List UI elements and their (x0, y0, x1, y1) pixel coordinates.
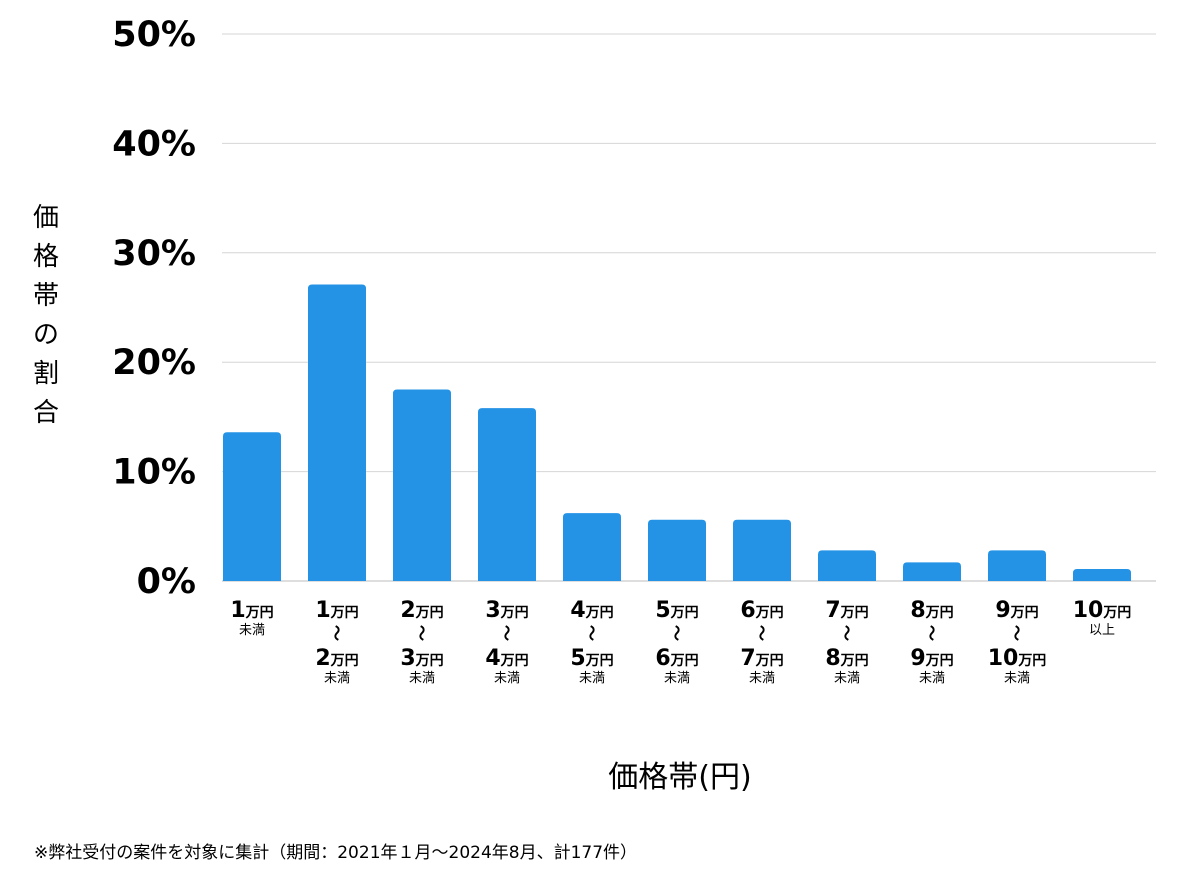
y-axis-label: 価格帯の割合 (33, 203, 59, 428)
category-note: 未満 (749, 671, 775, 686)
bar (308, 284, 366, 581)
category-price: 8万円 (910, 598, 953, 623)
y-tick-label: 40% (112, 124, 196, 164)
bar (818, 550, 876, 581)
x-axis-label: 価格帯(円) (608, 760, 751, 795)
category-price: 9万円 (910, 646, 953, 671)
category-price: 6万円 (655, 646, 698, 671)
bar (478, 408, 536, 581)
bar (563, 513, 621, 581)
category-price: 10万円 (1073, 598, 1132, 623)
category-note: 未満 (664, 671, 690, 686)
category-price: 1万円 (315, 598, 358, 623)
footnote: ※弊社受付の案件を対象に集計（期間：2021年１月〜2024年8月、計177件） (34, 843, 638, 863)
category-range-tilde: 〜 (412, 625, 431, 641)
category-price: 5万円 (570, 646, 613, 671)
category-price: 3万円 (485, 598, 528, 623)
category-note: 未満 (324, 671, 350, 686)
y-tick-label: 50% (112, 15, 196, 55)
category-note: 以上 (1089, 623, 1115, 638)
bar (393, 389, 451, 581)
category-price: 4万円 (485, 646, 528, 671)
category-price: 6万円 (740, 598, 783, 623)
category-price: 7万円 (825, 598, 868, 623)
category-range-tilde: 〜 (1007, 625, 1026, 641)
bar (903, 562, 961, 581)
category-price: 2万円 (400, 598, 443, 623)
bars (223, 284, 1131, 581)
category-note: 未満 (1004, 671, 1030, 686)
category-price: 10万円 (988, 646, 1047, 671)
x-category-labels: 1万円未満1万円〜2万円未満2万円〜3万円未満3万円〜4万円未満4万円〜5万円未… (230, 598, 1131, 686)
y-tick-label: 0% (137, 562, 196, 602)
category-note: 未満 (239, 623, 265, 638)
category-range-tilde: 〜 (922, 625, 941, 641)
category-price: 7万円 (740, 646, 783, 671)
category-price: 8万円 (825, 646, 868, 671)
category-price: 9万円 (995, 598, 1038, 623)
category-range-tilde: 〜 (837, 625, 856, 641)
category-range-tilde: 〜 (497, 625, 516, 641)
category-price: 3万円 (400, 646, 443, 671)
bar (733, 519, 791, 581)
y-tick-labels: 0% 10% 20% 30% 40% 50% (112, 15, 196, 602)
category-range-tilde: 〜 (752, 625, 771, 641)
bar (223, 432, 281, 581)
category-price: 5万円 (655, 598, 698, 623)
category-range-tilde: 〜 (582, 625, 601, 641)
category-price: 1万円 (230, 598, 273, 623)
category-note: 未満 (834, 671, 860, 686)
y-tick-label: 30% (112, 234, 196, 274)
y-tick-label: 10% (112, 453, 196, 493)
category-range-tilde: 〜 (327, 625, 346, 641)
category-note: 未満 (409, 671, 435, 686)
category-range-tilde: 〜 (667, 625, 686, 641)
category-price: 4万円 (570, 598, 613, 623)
bar (648, 519, 706, 581)
category-note: 未満 (494, 671, 520, 686)
category-note: 未満 (919, 671, 945, 686)
bar (988, 550, 1046, 581)
bar (1073, 568, 1131, 581)
category-note: 未満 (579, 671, 605, 686)
y-tick-label: 20% (112, 343, 196, 383)
category-price: 2万円 (315, 646, 358, 671)
